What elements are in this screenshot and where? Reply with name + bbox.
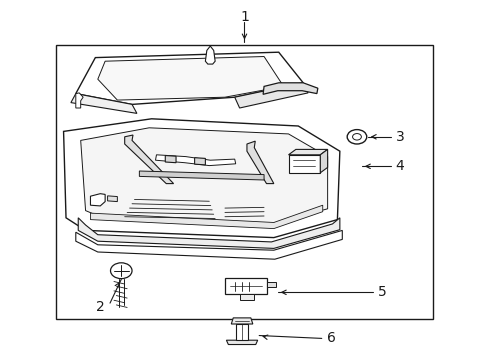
Polygon shape <box>90 194 105 206</box>
Polygon shape <box>226 340 257 345</box>
Text: 3: 3 <box>395 130 404 144</box>
Polygon shape <box>288 155 320 173</box>
Polygon shape <box>124 135 173 184</box>
Polygon shape <box>76 230 342 259</box>
Text: 6: 6 <box>326 332 335 345</box>
Polygon shape <box>78 218 339 248</box>
Polygon shape <box>246 141 273 184</box>
Polygon shape <box>236 324 247 340</box>
Polygon shape <box>194 158 205 165</box>
Polygon shape <box>98 57 283 100</box>
Polygon shape <box>266 282 276 287</box>
Polygon shape <box>107 196 117 202</box>
Polygon shape <box>76 93 83 108</box>
Polygon shape <box>71 94 137 113</box>
Polygon shape <box>239 294 254 300</box>
Circle shape <box>346 130 366 144</box>
Polygon shape <box>90 205 322 229</box>
Circle shape <box>352 134 361 140</box>
Polygon shape <box>288 149 327 155</box>
Text: 5: 5 <box>377 285 386 299</box>
Polygon shape <box>139 171 264 180</box>
Polygon shape <box>155 155 235 166</box>
Polygon shape <box>81 128 327 224</box>
Polygon shape <box>63 119 339 238</box>
Text: 1: 1 <box>240 10 248 24</box>
Polygon shape <box>263 83 317 94</box>
Polygon shape <box>224 278 266 294</box>
Polygon shape <box>205 46 215 64</box>
Bar <box>56 45 432 319</box>
Circle shape <box>110 263 132 279</box>
Text: 2: 2 <box>96 300 104 314</box>
Text: 4: 4 <box>395 159 404 173</box>
Polygon shape <box>320 149 327 173</box>
Polygon shape <box>234 83 307 108</box>
Polygon shape <box>165 156 176 163</box>
Polygon shape <box>231 318 252 324</box>
Polygon shape <box>76 52 303 104</box>
